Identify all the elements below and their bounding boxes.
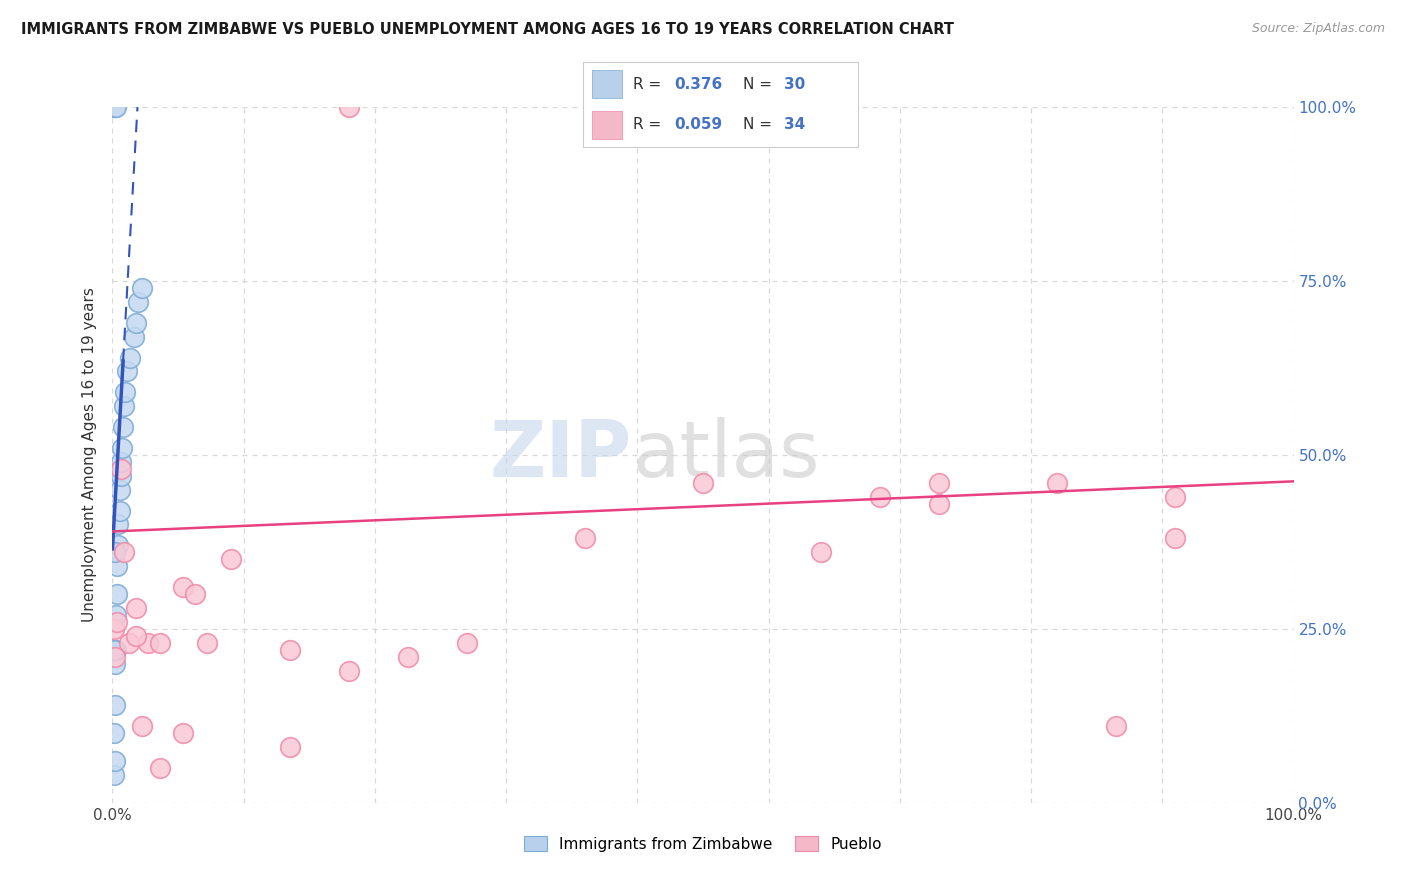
Point — [1046, 475, 1069, 490]
Y-axis label: Unemployment Among Ages 16 to 19 years: Unemployment Among Ages 16 to 19 years — [82, 287, 97, 623]
Point — [108, 503, 131, 517]
Point — [149, 636, 172, 650]
Point — [110, 455, 132, 469]
Text: R =: R = — [633, 117, 666, 132]
Point — [125, 316, 148, 330]
Point — [105, 587, 128, 601]
Point — [114, 385, 136, 400]
Point — [110, 462, 132, 476]
Point — [122, 329, 145, 343]
Point — [115, 364, 138, 378]
Point — [195, 636, 218, 650]
Point — [131, 281, 153, 295]
Point — [127, 294, 149, 309]
Point — [928, 497, 950, 511]
Point — [104, 698, 127, 713]
Point — [104, 649, 127, 664]
Point — [105, 100, 128, 114]
Point — [172, 580, 194, 594]
Point — [149, 761, 172, 775]
Text: 0.059: 0.059 — [673, 117, 723, 132]
Point — [105, 642, 128, 657]
Text: atlas: atlas — [633, 417, 820, 493]
Point — [125, 629, 148, 643]
Point — [456, 636, 478, 650]
Point — [104, 100, 127, 114]
Text: N =: N = — [742, 117, 776, 132]
Point — [104, 545, 127, 559]
Point — [125, 601, 148, 615]
Text: 34: 34 — [783, 117, 804, 132]
FancyBboxPatch shape — [592, 111, 621, 139]
Point — [108, 483, 131, 497]
Point — [928, 475, 950, 490]
Point — [105, 615, 128, 629]
Point — [104, 754, 127, 768]
Point — [278, 740, 301, 755]
Point — [172, 726, 194, 740]
Point — [104, 657, 127, 671]
Point — [131, 719, 153, 733]
Point — [103, 726, 125, 740]
Point — [1164, 532, 1187, 546]
Point — [105, 559, 128, 574]
Text: N =: N = — [742, 77, 776, 92]
Point — [118, 636, 141, 650]
Point — [810, 545, 832, 559]
Text: Source: ZipAtlas.com: Source: ZipAtlas.com — [1251, 22, 1385, 36]
Text: 30: 30 — [783, 77, 804, 92]
Point — [105, 607, 128, 622]
Point — [869, 490, 891, 504]
Point — [337, 664, 360, 678]
Point — [692, 475, 714, 490]
Point — [103, 642, 125, 657]
Point — [112, 420, 135, 434]
Point — [111, 441, 134, 455]
Point — [278, 642, 301, 657]
Point — [103, 100, 125, 114]
Legend: Immigrants from Zimbabwe, Pueblo: Immigrants from Zimbabwe, Pueblo — [517, 830, 889, 858]
Point — [110, 468, 132, 483]
Point — [184, 587, 207, 601]
Point — [120, 351, 142, 365]
Point — [1105, 719, 1128, 733]
Point — [1164, 490, 1187, 504]
Point — [112, 545, 135, 559]
Point — [103, 768, 125, 782]
Point — [396, 649, 419, 664]
Text: IMMIGRANTS FROM ZIMBABWE VS PUEBLO UNEMPLOYMENT AMONG AGES 16 TO 19 YEARS CORREL: IMMIGRANTS FROM ZIMBABWE VS PUEBLO UNEMP… — [21, 22, 955, 37]
Point — [136, 636, 159, 650]
Point — [574, 532, 596, 546]
Point — [103, 622, 125, 636]
Point — [810, 100, 832, 114]
Text: R =: R = — [633, 77, 666, 92]
FancyBboxPatch shape — [592, 70, 621, 98]
Text: ZIP: ZIP — [489, 417, 633, 493]
Point — [337, 100, 360, 114]
Point — [107, 538, 129, 552]
Text: 0.376: 0.376 — [673, 77, 723, 92]
Point — [107, 517, 129, 532]
Point — [112, 399, 135, 413]
Point — [219, 552, 242, 566]
